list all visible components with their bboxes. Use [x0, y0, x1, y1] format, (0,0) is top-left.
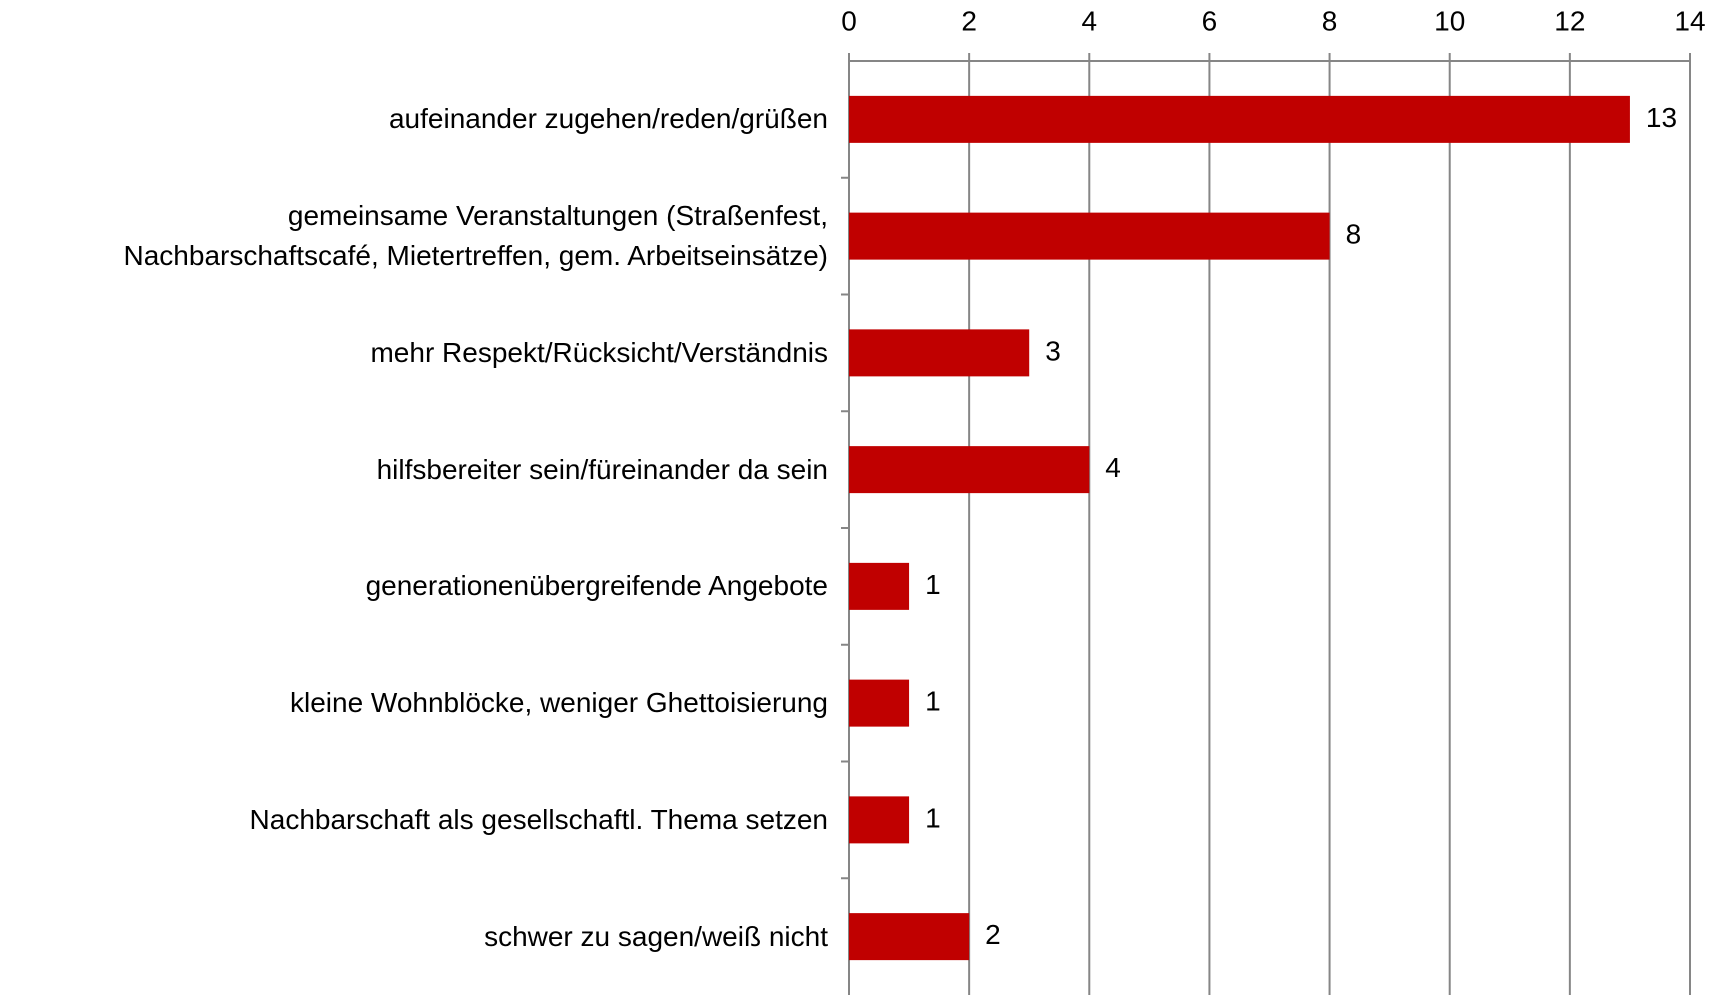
value-label: 1 [925, 569, 941, 600]
x-tick-label: 14 [1674, 5, 1705, 36]
bar [849, 329, 1030, 377]
y-tick-label: aufeinander zugehen/reden/grüßen [388, 103, 828, 135]
x-tick-label: 4 [1081, 5, 1097, 36]
y-tick-label: schwer zu sagen/weiß nicht [484, 920, 828, 952]
x-tick-label: 10 [1434, 5, 1465, 36]
x-tick-label: 2 [961, 5, 977, 36]
y-tick-label: generationenübergreifende Angebote [365, 570, 828, 602]
y-tick-label: hilfsbereiter sein/füreinander da sein [376, 453, 828, 485]
bar [849, 913, 970, 961]
value-label: 1 [925, 802, 941, 833]
y-tick-label: mehr Respekt/Rücksicht/Verständnis [370, 336, 828, 368]
bar [849, 562, 910, 610]
value-label: 2 [985, 919, 1001, 950]
bar [849, 679, 910, 727]
x-tick-label: 12 [1554, 5, 1585, 36]
value-label: 13 [1646, 102, 1677, 133]
y-tick-label: gemeinsame Veranstaltungen (Straßenfest,… [123, 200, 828, 272]
y-tick-label: kleine Wohnblöcke, weniger Ghettoisierun… [289, 687, 828, 719]
bar [849, 212, 1330, 260]
value-label: 1 [925, 686, 941, 717]
y-tick-label: Nachbarschaft als gesellschaftl. Thema s… [249, 803, 828, 835]
value-label: 8 [1346, 219, 1362, 250]
x-tick-label: 6 [1202, 5, 1218, 36]
value-label: 3 [1045, 335, 1061, 366]
x-tick-label: 0 [841, 5, 857, 36]
bar [849, 95, 1630, 143]
bar [849, 446, 1090, 494]
bar [849, 796, 910, 844]
value-label: 4 [1105, 452, 1121, 483]
x-tick-label: 8 [1322, 5, 1338, 36]
